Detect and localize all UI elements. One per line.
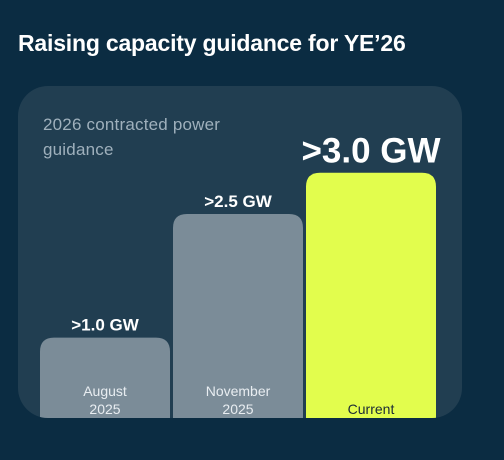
- data-label-3: >3.0 GW: [301, 132, 440, 171]
- category-label-1: August 2025: [83, 383, 127, 417]
- data-label-2: >2.5 GW: [204, 192, 273, 211]
- chart-subtitle: 2026 contracted power guidance: [43, 115, 221, 159]
- category-label-2: November 2025: [206, 383, 271, 417]
- category-label-3: Current: [348, 401, 395, 417]
- bar-1: [40, 337, 170, 418]
- bar-3: [306, 172, 436, 418]
- chart-card: 2026 contracted power guidance >1.0 GW Au…: [18, 86, 462, 418]
- chart-title: Raising capacity guidance for YE’26: [18, 30, 406, 56]
- bar-chart: >1.0 GW August 2025 >2.5 GW November 2025 >3.0…: [40, 132, 441, 418]
- data-label-1: >1.0 GW: [71, 316, 140, 335]
- bar-2: [173, 213, 303, 418]
